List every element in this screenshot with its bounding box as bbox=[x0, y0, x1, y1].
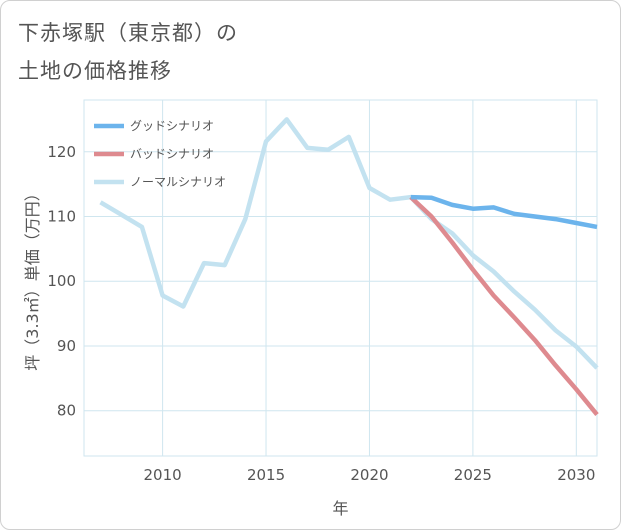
y-tick-label: 80 bbox=[57, 402, 76, 420]
y-tick-label: 120 bbox=[47, 143, 76, 161]
y-tick-label: 90 bbox=[57, 337, 76, 355]
x-axis-label: 年 bbox=[332, 499, 348, 518]
gridlines bbox=[83, 99, 598, 457]
plot-area bbox=[83, 99, 598, 457]
tick-labels: 2010 2015 2020 2025 2030 80 90 100 110 120 bbox=[47, 143, 595, 484]
chart-title: 下赤塚駅（東京都）の 土地の価格推移 bbox=[18, 14, 318, 90]
x-tick-label: 2030 bbox=[557, 466, 595, 484]
legend-label-good: グッドシナリオ bbox=[130, 119, 214, 133]
series-line-good bbox=[410, 194, 598, 230]
y-tick-label: 110 bbox=[47, 208, 76, 226]
series-lines bbox=[99, 117, 599, 417]
series-line-normal bbox=[99, 117, 599, 370]
chart-title-line-2: 土地の価格推移 bbox=[18, 59, 172, 83]
y-axis-label: 坪（3.3㎡）単価（万円） bbox=[23, 185, 42, 370]
x-tick-label: 2025 bbox=[454, 466, 492, 484]
legend-label-bad: バッドシナリオ bbox=[130, 147, 214, 161]
x-tick-label: 2010 bbox=[144, 466, 182, 484]
chart-title-line-1: 下赤塚駅（東京都）の bbox=[18, 21, 238, 45]
legend-label-normal: ノーマルシナリオ bbox=[130, 175, 226, 189]
y-tick-label: 100 bbox=[47, 272, 76, 290]
x-tick-label: 2015 bbox=[247, 466, 285, 484]
series-line-bad bbox=[409, 195, 599, 417]
x-tick-label: 2020 bbox=[350, 466, 388, 484]
